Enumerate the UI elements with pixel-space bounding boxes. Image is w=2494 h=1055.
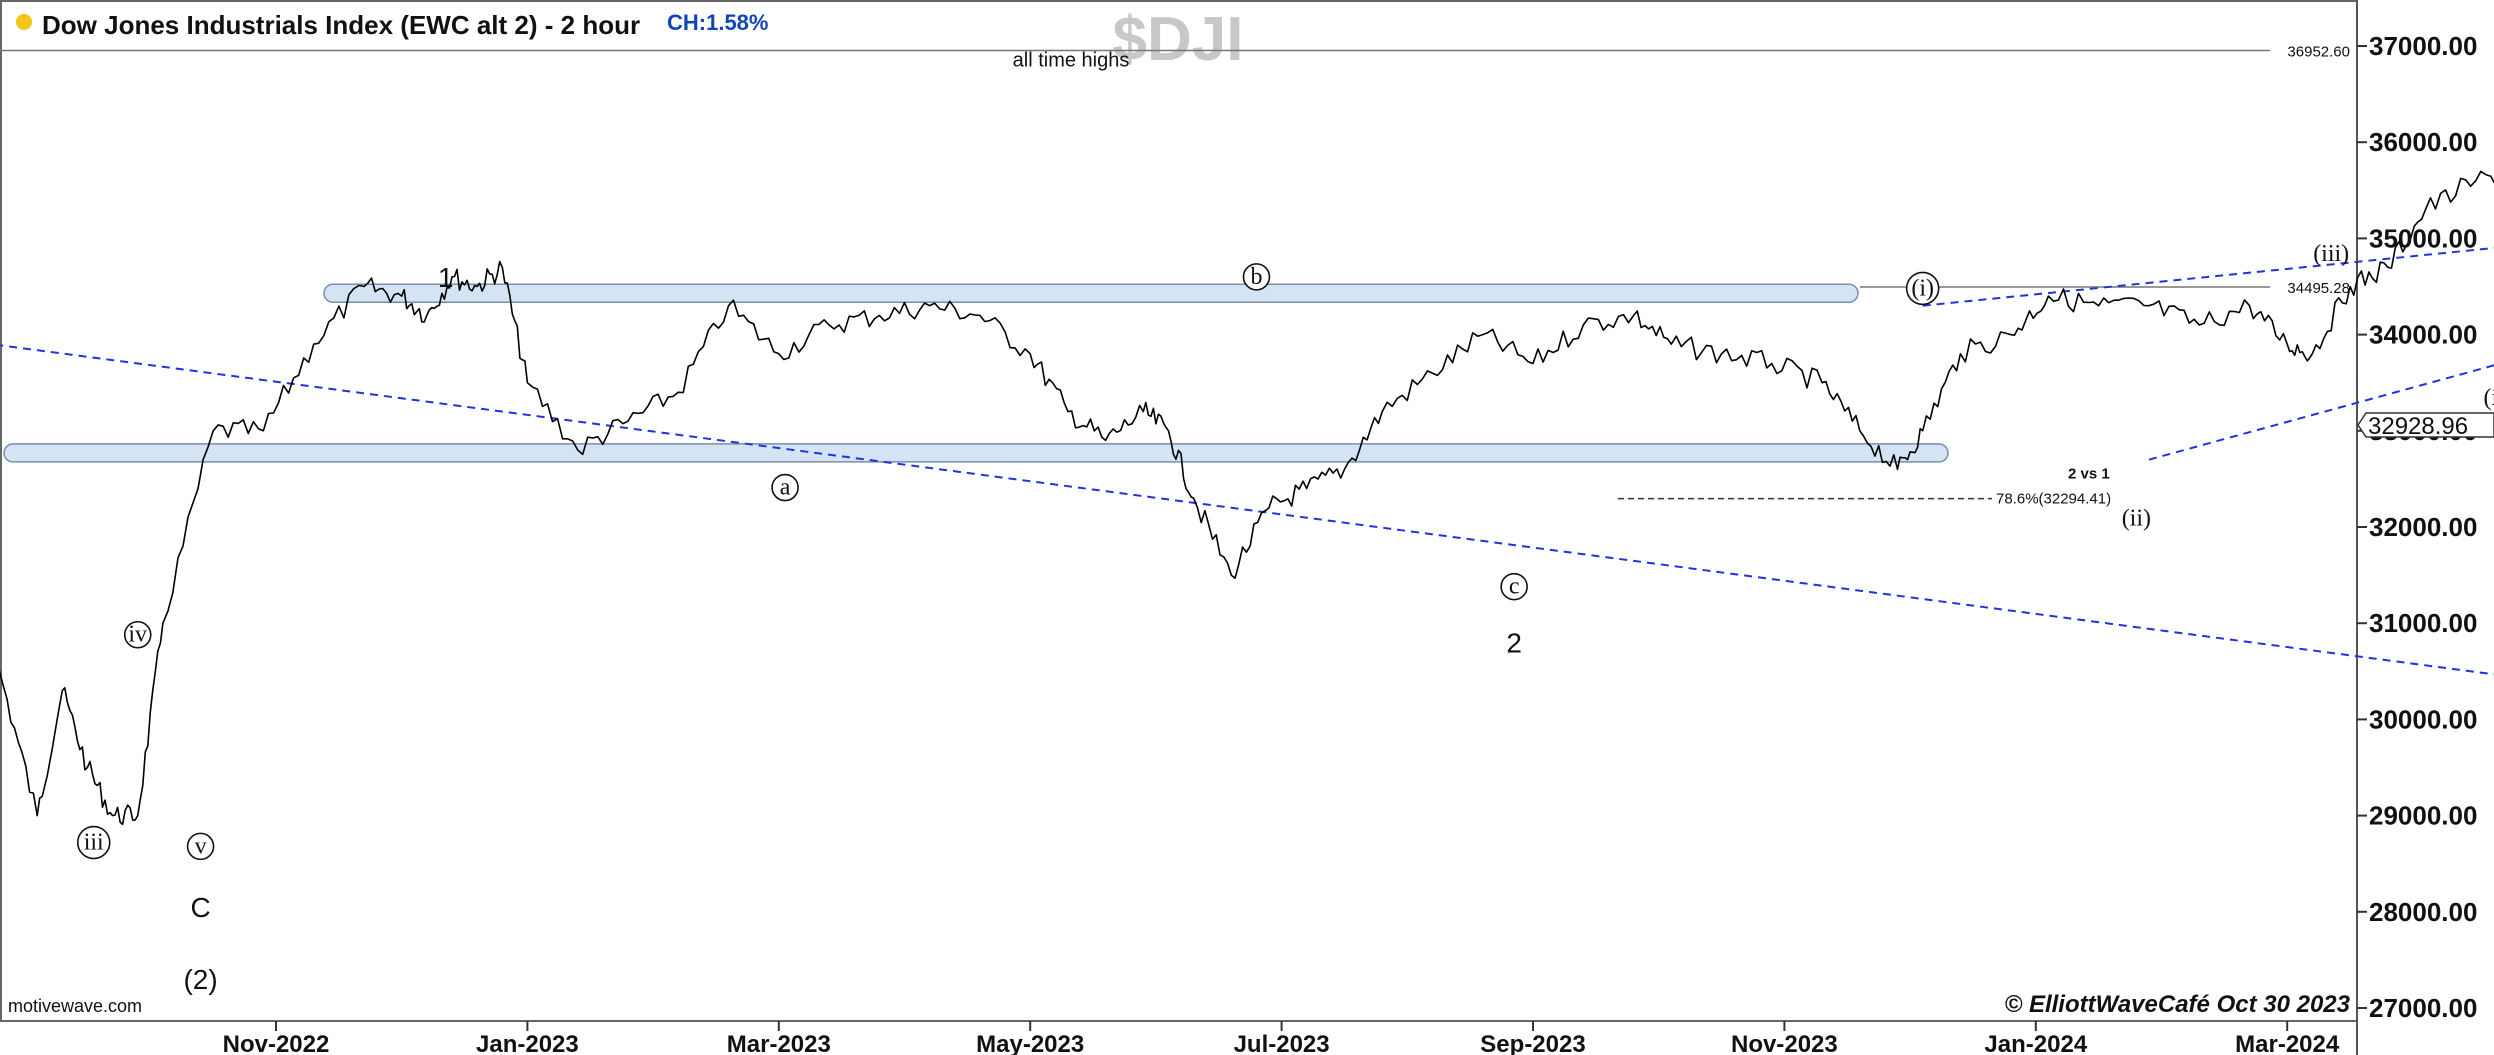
x-tick-label: May-2023 bbox=[976, 1031, 1084, 1055]
wave-label-text: (iii) bbox=[2313, 241, 2349, 267]
wave-label-circle bbox=[186, 832, 215, 861]
wave-label: (2) bbox=[183, 964, 217, 995]
y-tick-label: 29000.00 bbox=[2369, 801, 2477, 831]
support-resistance-zones bbox=[3, 283, 1949, 463]
wave-label-text: v bbox=[195, 833, 207, 859]
y-tick-label: 27000.00 bbox=[2369, 993, 2477, 1023]
x-tick-label: Jan-2023 bbox=[476, 1031, 579, 1055]
wave-label: (i) bbox=[1905, 271, 1940, 306]
wave-label-text: C bbox=[190, 892, 210, 923]
y-tick-label: 30000.00 bbox=[2369, 704, 2477, 734]
wave-label-text: (ii) bbox=[2122, 505, 2151, 531]
last-value-marker: 32928.96 bbox=[2357, 412, 2494, 440]
wave-label-text: (iv) bbox=[2484, 385, 2494, 411]
x-tick-label: Mar-2023 bbox=[727, 1031, 831, 1055]
fib-annotation: 2 vs 1 bbox=[2068, 466, 2110, 483]
x-tick-label: Jan-2024 bbox=[1984, 1031, 2087, 1055]
wave-labels: 1iiiiiiivvC(2)abc2(i)(ii)(iii)(iv)(v)iii… bbox=[76, 241, 2494, 995]
reference-annotation: all time highs bbox=[1013, 50, 1130, 72]
y-tick-label: 37000.00 bbox=[2369, 31, 2477, 61]
trendlines bbox=[0, 246, 2494, 676]
lower-channel bbox=[2148, 364, 2494, 461]
wave-label-text: (2) bbox=[183, 964, 217, 995]
long-downtrend bbox=[0, 344, 2494, 676]
wave-label: c bbox=[1500, 572, 1528, 601]
wave-label-text: c bbox=[1509, 574, 1520, 600]
x-tick-label: Mar-2024 bbox=[2235, 1031, 2340, 1055]
wave-label-text: (i) bbox=[1911, 275, 1934, 301]
chart-title: Dow Jones Industrials Index (EWC alt 2) … bbox=[42, 10, 640, 40]
lower-zone bbox=[3, 443, 1949, 463]
y-tick-label: 28000.00 bbox=[2369, 897, 2477, 927]
x-axis[interactable]: Nov-2022 Jan-2023 Mar-2023 May-2023 Jul-2023… bbox=[223, 1021, 2340, 1055]
reference-line-label: 34495.28 bbox=[2287, 280, 2350, 297]
y-tick-label: 36000.00 bbox=[2369, 127, 2477, 157]
x-tick-label: Sep-2023 bbox=[1480, 1031, 1585, 1055]
wave-label-circle bbox=[76, 825, 111, 860]
status-dot-icon bbox=[16, 14, 32, 30]
y-tick-label: 31000.00 bbox=[2369, 608, 2477, 638]
wave-label: b bbox=[1242, 263, 1271, 291]
wave-label: C bbox=[190, 892, 210, 923]
upper-zone bbox=[323, 283, 1859, 303]
y-tick-label: 35000.00 bbox=[2369, 223, 2477, 253]
last-value-label: 32928.96 bbox=[2368, 413, 2468, 440]
wave-label: iv bbox=[123, 620, 152, 649]
wave-label: (ii) bbox=[2122, 505, 2151, 531]
wave-label: 2 bbox=[1506, 627, 1522, 658]
wave-label-text: 2 bbox=[1506, 627, 1522, 658]
wave-label: iii bbox=[76, 825, 111, 860]
chart-header: Dow Jones Industrials Index (EWC alt 2) … bbox=[16, 10, 768, 40]
symbol-watermark: $DJI bbox=[1113, 5, 1244, 74]
wave-label: a bbox=[771, 473, 799, 502]
price-line bbox=[0, 170, 2494, 826]
wave-label-text: a bbox=[780, 475, 791, 501]
wave-label-circle bbox=[771, 473, 799, 502]
wave-label: 1 bbox=[438, 262, 454, 293]
wave-label-circle bbox=[123, 620, 152, 649]
footer-source: motivewave.com bbox=[8, 996, 142, 1016]
x-tick-label: Jul-2023 bbox=[1234, 1031, 1330, 1055]
wave-label-text: 1 bbox=[438, 262, 454, 293]
last-value-box bbox=[2357, 412, 2494, 438]
footer-copyright: © ElliottWaveCafé Oct 30 2023 bbox=[2005, 991, 2351, 1018]
y-tick-label: 34000.00 bbox=[2369, 320, 2477, 350]
x-tick-label: Nov-2023 bbox=[1731, 1031, 1838, 1055]
x-tick-label: Nov-2022 bbox=[223, 1031, 330, 1055]
wave-label: v bbox=[186, 832, 215, 861]
y-tick-label: 32000.00 bbox=[2369, 512, 2477, 542]
wave-label-circle bbox=[1242, 263, 1271, 291]
wave-label-text: b bbox=[1250, 264, 1262, 290]
wave-label-circle bbox=[1905, 271, 1940, 306]
change-percent: CH:1.58% bbox=[667, 10, 768, 35]
wave-label: (iv) bbox=[2484, 385, 2494, 411]
wave-label-text: iv bbox=[128, 622, 147, 648]
reference-line-label: 36952.60 bbox=[2287, 44, 2350, 61]
fib-retracement: 78.6%(32294.41) 2 vs 1 bbox=[1618, 466, 2111, 508]
wave-label-circle bbox=[1500, 572, 1528, 601]
wave-label-text: iii bbox=[84, 830, 104, 856]
wave-label: (iii) bbox=[2313, 241, 2349, 267]
fib-label: 78.6%(32294.41) bbox=[1996, 491, 2111, 508]
